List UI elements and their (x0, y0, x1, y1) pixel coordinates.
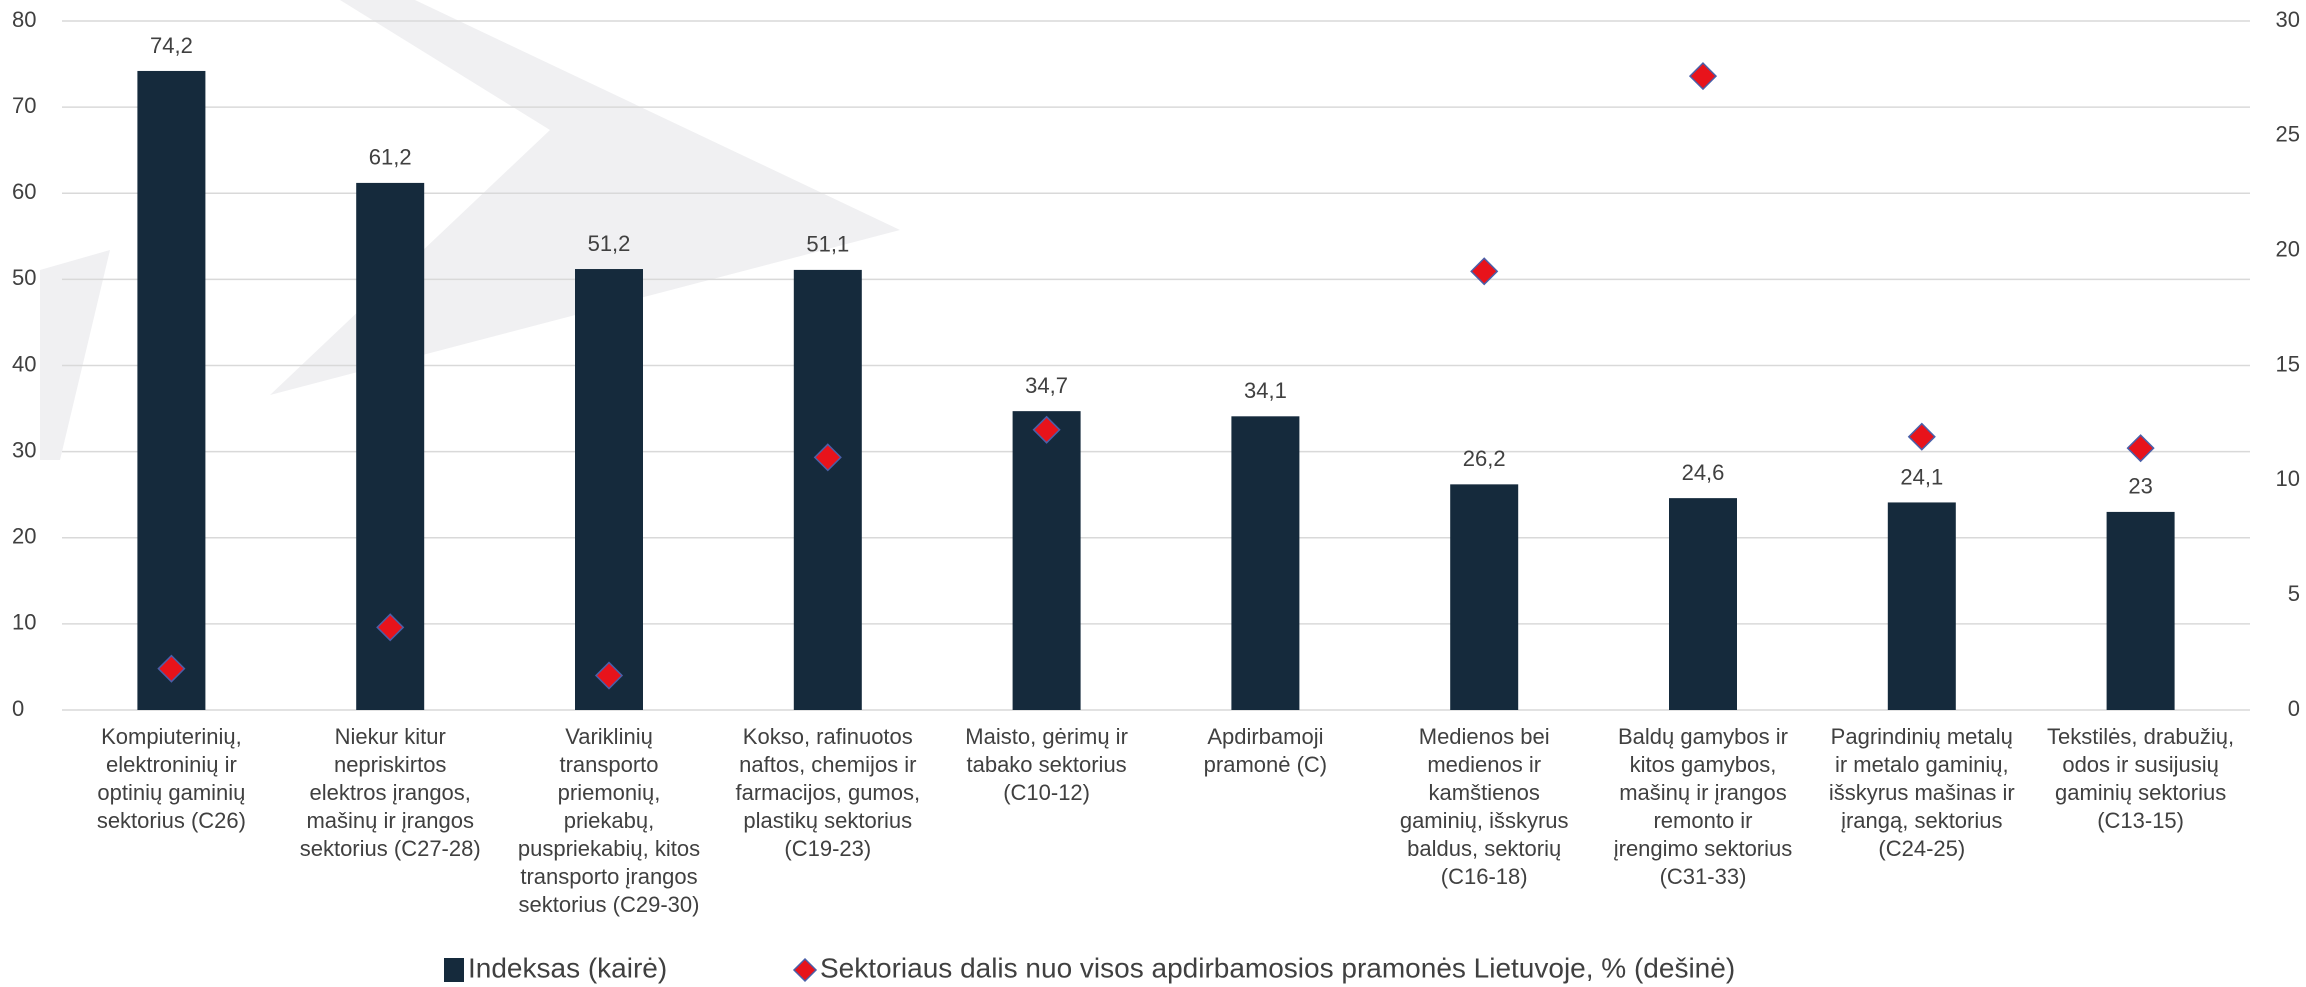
y-tick-label: 80 (12, 7, 36, 32)
y-tick-label: 60 (12, 179, 36, 204)
bar (1450, 484, 1519, 710)
value-label: 74,2 (150, 33, 193, 58)
y-tick-label: 40 (12, 351, 36, 376)
legend: Indeksas (kairė) Sektoriaus dalis nuo vis… (444, 952, 1735, 983)
x-tick-label: optinių gaminių (97, 780, 245, 805)
x-tick-label: sektorius (C26) (97, 808, 246, 833)
x-tick-label: mašinų ir įrangos (1619, 780, 1787, 805)
x-tick-label: naftos, chemijos ir (739, 752, 916, 777)
value-label: 34,7 (1025, 373, 1068, 398)
diamond-marker (594, 661, 624, 690)
x-tick-label: (C31-33) (1660, 864, 1747, 889)
x-tick-label: plastikų sektorius (743, 808, 912, 833)
x-tick-label: transporto įrangos (520, 864, 697, 889)
legend-label: Indeksas (kairė) (468, 952, 667, 983)
bar (1669, 498, 1737, 710)
x-tick-label: (C24-25) (1878, 836, 1965, 861)
x-tick-label: gaminių, išskyrus (1400, 808, 1569, 833)
x-tick-label: Maisto, gėrimų ir (965, 724, 1128, 749)
x-tick-label: (C10-12) (1003, 780, 1090, 805)
x-tick-label: sektorius (C29-30) (519, 892, 700, 917)
x-tick-label: Kompiuterinių, (101, 724, 242, 749)
x-tick-label: mašinų ir įrangos (306, 808, 474, 833)
x-tick-label: kitos gamybos, (1630, 752, 1777, 777)
y-tick-label: 50 (12, 265, 36, 290)
x-tick-label: kamštienos (1429, 780, 1540, 805)
x-tick-label: (C16-18) (1441, 864, 1528, 889)
value-label: 26,2 (1463, 446, 1506, 471)
y-tick-label: 20 (12, 524, 36, 549)
x-tick-label: ir metalo gaminių, (1835, 752, 2009, 777)
x-tick-label: pramonė (C) (1204, 752, 1327, 777)
diamond-marker (1688, 62, 1718, 91)
x-tick-label: priekabų, (564, 808, 655, 833)
y2-tick-label: 15 (2276, 351, 2300, 376)
legend-swatch (444, 958, 464, 982)
y2-tick-label: 20 (2276, 236, 2300, 261)
value-label: 24,6 (1682, 460, 1725, 485)
x-tick-label: sektorius (C27-28) (300, 836, 481, 861)
y-tick-label: 70 (12, 93, 36, 118)
x-tick-label: transporto (559, 752, 658, 777)
diamond-marker (813, 443, 842, 472)
x-tick-label: Apdirbamoji (1207, 724, 1323, 749)
diamond-marker (1907, 422, 1936, 451)
value-label: 24,1 (1900, 464, 1943, 489)
x-tick-label: išskyrus mašinas ir (1829, 780, 2015, 805)
y2-tick-label: 0 (2288, 696, 2300, 721)
bar (1012, 411, 1081, 710)
x-tick-label: puspriekabių, kitos (518, 836, 700, 861)
value-label: 51,1 (806, 232, 849, 257)
legend-label: Sektoriaus dalis nuo visos apdirbamosios… (820, 952, 1735, 983)
y2-tick-label: 30 (2276, 7, 2300, 32)
y-tick-label: 10 (12, 610, 36, 635)
x-tick-label: Kokso, rafinuotos (743, 724, 913, 749)
x-tick-label: remonto ir (1653, 808, 1752, 833)
x-tick-label: baldus, sektorių (1407, 836, 1561, 861)
value-label: 61,2 (369, 145, 412, 170)
x-tick-label: tabako sektorius (966, 752, 1126, 777)
y2-tick-label: 25 (2276, 122, 2300, 147)
x-tick-label: gaminių sektorius (2055, 780, 2226, 805)
x-tick-label: odos ir susijusių (2062, 752, 2219, 777)
value-label: 51,2 (588, 231, 631, 256)
x-tick-label: Baldų gamybos ir (1618, 724, 1788, 749)
x-tick-label: Niekur kitur (335, 724, 446, 749)
bar (137, 70, 206, 710)
bar (793, 269, 862, 710)
diamond-marker (1032, 415, 1061, 444)
x-tick-label: Medienos bei (1419, 724, 1550, 749)
legend-swatch (792, 957, 818, 983)
diamond-marker (2126, 434, 2155, 463)
bar (1231, 416, 1300, 710)
x-tick-label: (C19-23) (784, 836, 871, 861)
x-tick-label: farmacijos, gumos, (735, 780, 920, 805)
x-tick-label: priemonių, (558, 780, 661, 805)
value-label: 34,1 (1244, 378, 1287, 403)
bar (2106, 511, 2175, 710)
y2-tick-label: 10 (2276, 466, 2300, 491)
y2-tick-label: 5 (2288, 581, 2300, 606)
bar (1887, 502, 1956, 710)
x-tick-label: įrangą, sektorius (1841, 808, 2002, 833)
x-tick-label: įrengimo sektorius (1614, 836, 1793, 861)
x-tick-label: nepriskirtos (334, 752, 446, 777)
x-tick-label: elektros įrangos, (309, 780, 470, 805)
diamond-marker (157, 654, 186, 683)
bar (575, 269, 643, 710)
diamond-marker (1470, 257, 1499, 286)
y-tick-label: 30 (12, 437, 36, 462)
watermark (40, 0, 900, 460)
x-tick-label: Variklinių (565, 724, 653, 749)
x-tick-label: (C13-15) (2097, 808, 2184, 833)
value-label: 23 (2128, 474, 2152, 499)
y-tick-label: 0 (12, 696, 24, 721)
x-tick-label: medienos ir (1427, 752, 1541, 777)
x-tick-label: Pagrindinių metalų (1831, 724, 2013, 749)
x-tick-label: elektroninių ir (106, 752, 237, 777)
x-tick-label: Tekstilės, drabužių, (2047, 724, 2234, 749)
diamond-marker (376, 613, 405, 642)
